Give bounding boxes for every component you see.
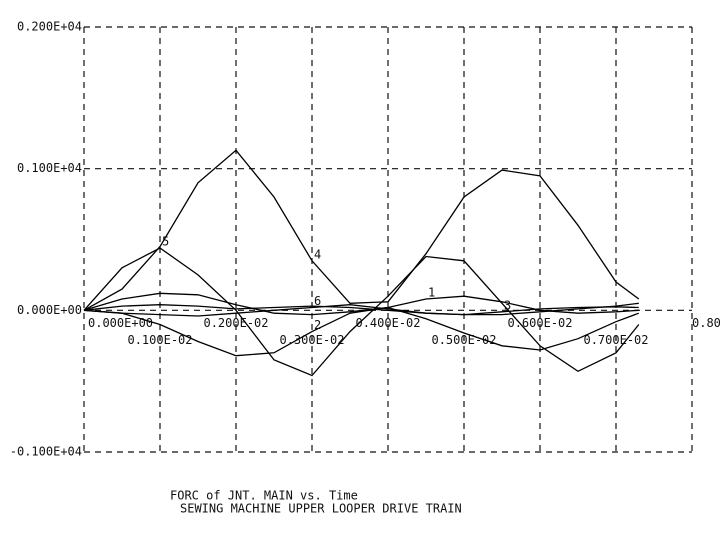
series-label: 2 [314,318,321,332]
series-line [83,149,640,311]
series-line [83,302,639,317]
chart-subtitle: SEWING MACHINE UPPER LOOPER DRIVE TRAIN [180,502,462,516]
chart-title: FORC of JNT. MAIN vs. Time [170,489,358,503]
y-tick-label: -0.100E+04 [10,445,82,459]
y-tick-label: 0.100E+04 [17,161,82,175]
series-label: 3 [504,298,511,312]
x-tick-label: 0.100E-02 [127,333,192,347]
x-tick-label: 0.700E-02 [583,333,648,347]
x-tick-label: 0.600E-02 [507,316,572,330]
series-label: 5 [162,235,169,249]
x-tick-label: 0.80 [692,316,721,330]
x-tick-label: 0.200E-02 [203,316,268,330]
x-tick-label: 0.400E-02 [355,316,420,330]
series-line [83,304,639,316]
y-tick-label: 0.200E+04 [17,20,82,34]
series-line [83,292,639,316]
x-tick-label: 0.000E+00 [88,316,153,330]
y-tick-label: 0.000E+00 [17,303,82,317]
series-label: 1 [428,286,435,300]
series-label: 6 [314,294,321,308]
series-line [83,306,640,357]
series-line [83,247,640,377]
series-label: 4 [314,247,321,261]
x-tick-label: 0.300E-02 [279,333,344,347]
x-tick-label: 0.500E-02 [431,333,496,347]
